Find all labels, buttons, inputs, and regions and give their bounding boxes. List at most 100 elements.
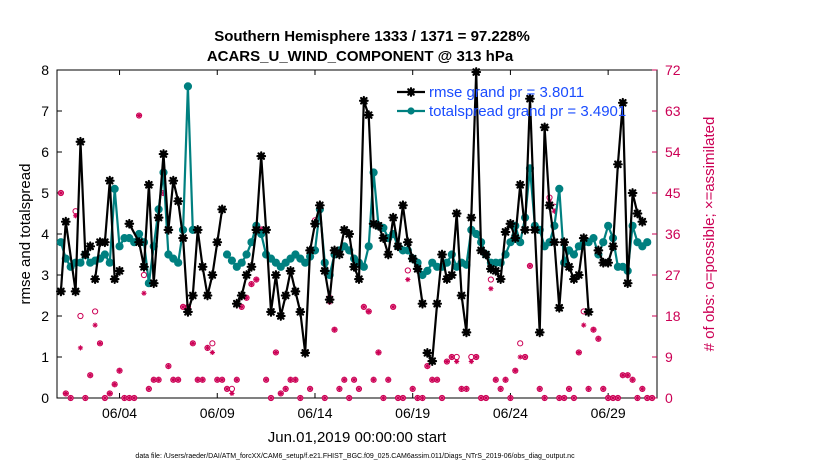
axes: 06/04 06/09 06/14 06/19 06/24 06/290123456780…: [41, 62, 681, 421]
totalspread-point: [100, 250, 109, 259]
obs-assimilated-marker: [283, 386, 289, 392]
rmse-point: [339, 225, 350, 235]
rmse-point: [608, 241, 618, 252]
obs-assimilated-marker: [165, 363, 172, 369]
obs-assimilated-marker: [72, 213, 79, 219]
rmse-point: [183, 307, 193, 317]
obs-assimilated-marker: [63, 390, 69, 397]
obs-assimilated-marker: [361, 304, 367, 310]
rmse-line: [426, 70, 590, 363]
rmse-point: [573, 270, 584, 280]
rmse-point: [490, 266, 501, 276]
y2-tick-label: 63: [665, 103, 681, 119]
rmse-point: [569, 274, 579, 284]
obs-assimilated-marker: [390, 304, 396, 310]
obs-assimilated-marker: [522, 354, 528, 360]
obs-assimilated-marker: [463, 386, 470, 392]
rmse-point: [349, 261, 359, 272]
obs-assimilated-marker: [410, 386, 416, 392]
obs-assimilated-marker: [483, 395, 489, 401]
y-tick-label: 6: [41, 144, 49, 160]
rmse-point: [437, 249, 447, 260]
obs-assimilated-marker: [605, 395, 611, 401]
totalspread-point: [599, 238, 608, 247]
rmse-point: [80, 249, 91, 260]
obs-possible-marker: [92, 308, 99, 315]
rmse-point: [300, 348, 311, 358]
rmse-point: [388, 212, 399, 223]
obs-assimilated-marker: [371, 377, 377, 383]
rmse-point: [202, 290, 213, 301]
rmse-line: [235, 99, 424, 354]
rmse-point: [178, 233, 188, 243]
obs-assimilated-marker: [385, 377, 391, 383]
x-axis-label: Jun.01,2019 00:00:00 start: [268, 429, 447, 446]
rmse-point: [168, 175, 179, 186]
y2-tick-label: 9: [665, 349, 673, 365]
rmse-point: [613, 159, 623, 170]
totalspread-point: [555, 184, 564, 193]
obs-assimilated-marker: [126, 395, 132, 401]
rmse-point: [534, 327, 545, 338]
rmse-point: [451, 208, 462, 219]
obs-assimilated-marker: [219, 377, 225, 383]
obs-markers: [57, 112, 656, 402]
rmse-point: [246, 261, 257, 272]
rmse-point: [251, 225, 262, 235]
obs-assimilated-marker: [160, 190, 167, 196]
obs-assimilated-marker: [414, 395, 421, 401]
obs-assimilated-marker: [156, 377, 162, 383]
rmse-point: [461, 327, 472, 338]
obs-possible-marker: [487, 276, 494, 283]
y2-tick-label: 36: [665, 226, 681, 242]
rmse-point: [236, 290, 247, 301]
rmse-point: [90, 274, 101, 284]
series-lines: [56, 67, 652, 366]
rmse-point: [407, 253, 418, 264]
x-tick-label: 06/09: [200, 405, 235, 421]
rmse-point: [70, 286, 81, 297]
rmse-point: [158, 149, 169, 159]
rmse-point: [481, 249, 491, 260]
totalspread-point: [227, 256, 237, 265]
totalspread-point: [423, 266, 432, 275]
totalspread-point: [589, 234, 598, 243]
totalspread-point: [237, 258, 246, 267]
obs-assimilated-marker: [121, 395, 128, 401]
obs-assimilated-marker: [429, 377, 435, 383]
rmse-point: [75, 136, 86, 147]
obs-assimilated-marker: [419, 395, 426, 401]
obs-assimilated-marker: [151, 377, 157, 383]
rmse-point: [197, 261, 208, 272]
obs-assimilated-marker: [473, 354, 479, 360]
obs-assimilated-marker: [331, 327, 338, 333]
obs-assimilated-marker: [175, 377, 181, 383]
rmse-point: [310, 218, 320, 229]
obs-assimilated-marker: [615, 395, 621, 401]
rmse-point: [520, 225, 530, 235]
obs-assimilated-marker: [542, 395, 548, 401]
rmse-point: [241, 270, 252, 280]
rmse-point: [99, 237, 110, 248]
obs-assimilated-marker: [395, 395, 401, 401]
rmse-point: [471, 67, 482, 77]
obs-assimilated-marker: [498, 386, 504, 392]
rmse-point: [583, 307, 594, 317]
rmse-point: [173, 196, 184, 207]
obs-assimilated-marker: [517, 354, 523, 360]
rmse-point: [85, 241, 96, 252]
rmse-point: [564, 261, 574, 272]
obs-assimilated-marker: [434, 377, 440, 383]
obs-assimilated-marker: [512, 368, 518, 374]
obs-assimilated-marker: [92, 322, 98, 328]
obs-assimilated-marker: [190, 340, 196, 346]
obs-assimilated-marker: [170, 377, 176, 383]
obs-assimilated-marker: [116, 368, 123, 374]
totalspread-point: [174, 258, 183, 267]
rmse-point: [383, 249, 394, 260]
obs-assimilated-marker: [454, 358, 460, 365]
rmse-point: [134, 237, 144, 248]
rmse-point: [368, 218, 379, 229]
rmse-point: [402, 237, 413, 248]
obs-assimilated-marker: [253, 276, 259, 283]
